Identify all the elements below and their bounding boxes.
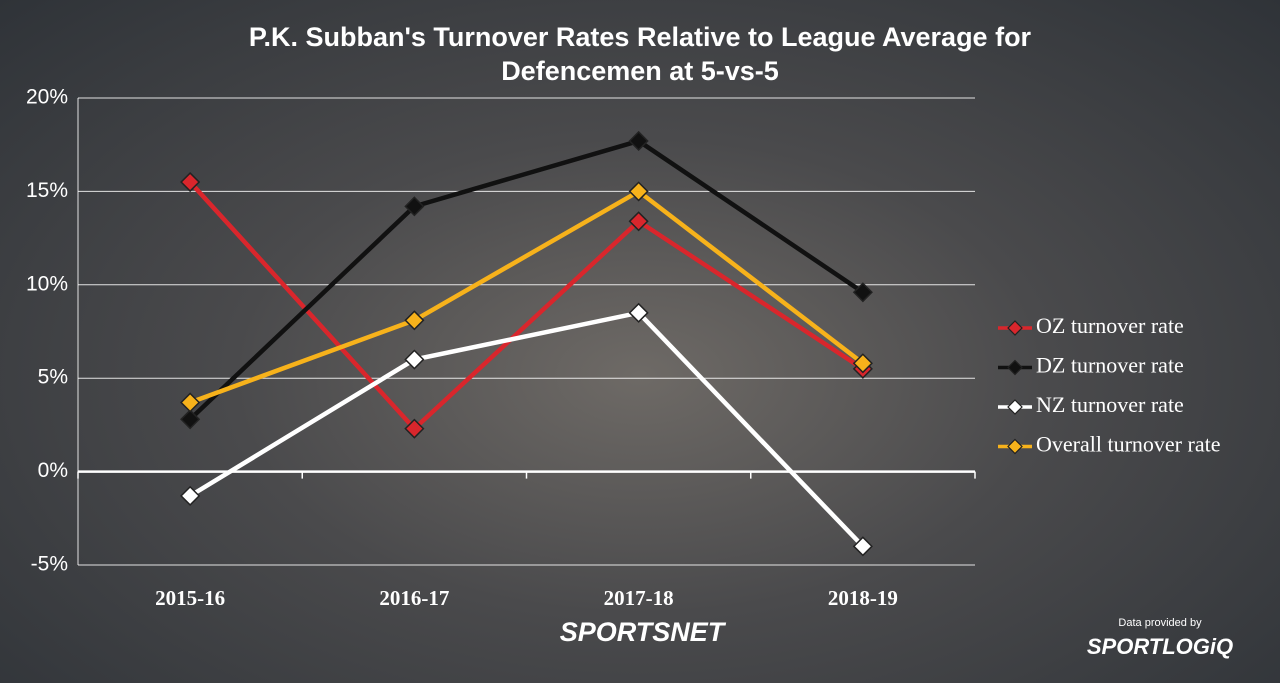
point-marker	[404, 418, 425, 439]
source-logo: SPORTLOGiQ	[1087, 634, 1233, 659]
legend-label: NZ turnover rate	[1036, 392, 1184, 417]
series-line	[188, 310, 865, 548]
y-tick-label: -5%	[31, 553, 68, 576]
point-marker	[852, 282, 873, 303]
x-tick-label: 2018-19	[828, 586, 898, 610]
point-marker	[404, 349, 425, 370]
point-marker	[180, 409, 201, 430]
x-tick-label: 2017-18	[604, 586, 674, 610]
point-marker	[628, 130, 649, 152]
y-tick-label: 20%	[26, 86, 68, 109]
y-tick-label: 10%	[26, 272, 68, 295]
chart-title: P.K. Subban's Turnover Rates Relative to…	[248, 22, 1032, 86]
legend-marker	[1007, 438, 1023, 455]
point-marker	[404, 196, 425, 217]
point-marker	[628, 211, 649, 232]
legend-marker	[1007, 399, 1023, 415]
series-line	[188, 138, 865, 421]
series-line	[188, 180, 865, 432]
point-marker	[404, 310, 425, 331]
y-tick-label: 0%	[38, 459, 68, 482]
point-marker	[628, 302, 649, 323]
y-tick-label: 15%	[26, 179, 68, 202]
legend-marker	[1007, 359, 1023, 376]
point-marker	[628, 181, 649, 202]
point-marker	[180, 485, 201, 506]
data-note: Data provided by	[1118, 617, 1202, 629]
legend-marker	[1007, 320, 1023, 336]
point-marker	[852, 536, 873, 557]
legend-label: OZ turnover rate	[1036, 313, 1184, 338]
point-marker	[180, 392, 201, 413]
y-tick-label: 5%	[38, 366, 68, 389]
legend-label: Overall turnover rate	[1036, 432, 1220, 457]
point-marker	[180, 171, 201, 193]
x-tick-label: 2016-17	[379, 586, 449, 610]
brand-logo: SPORTSNET	[560, 617, 727, 647]
point-marker	[852, 353, 873, 374]
legend-label: DZ turnover rate	[1036, 353, 1184, 378]
x-tick-label: 2015-16	[155, 586, 225, 610]
series-line	[189, 188, 865, 405]
